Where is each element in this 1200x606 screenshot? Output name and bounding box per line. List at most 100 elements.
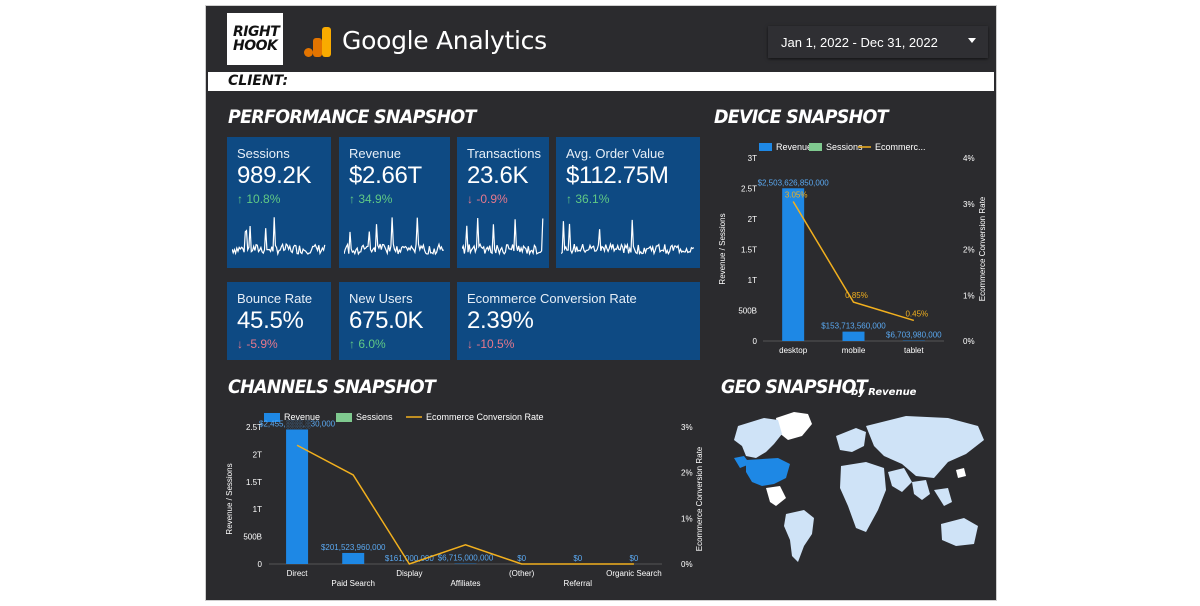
sparkline-path: [561, 219, 695, 256]
kpi-label: Sessions: [237, 146, 290, 161]
y2-tick-label: 2%: [681, 469, 693, 478]
y-tick-label: 1T: [253, 505, 262, 514]
x-tick-label: Referral: [564, 579, 593, 588]
bar-revenue[interactable]: [782, 188, 805, 341]
sparkline: [561, 219, 695, 256]
channels-chart[interactable]: Revenue Sessions Ecommerce Conversion Rate…: [216, 404, 706, 596]
performance-title: PERFORMANCE SNAPSHOT: [228, 106, 476, 128]
kpi-change: ↓ -10.5%: [467, 337, 515, 351]
sparkline-path: [344, 217, 444, 256]
y-tick-label: 3T: [748, 154, 757, 163]
y-tick-label: 500B: [738, 307, 757, 316]
legend-label: Ecommerc...: [875, 142, 926, 152]
kpi-value: $2.66T: [349, 162, 422, 189]
chevron-down-icon: [968, 38, 976, 43]
sparkline: [344, 217, 444, 256]
kpi-label: Ecommerce Conversion Rate: [467, 291, 637, 306]
sparkline-path: [462, 217, 544, 256]
bar-data-label: $0: [573, 554, 582, 563]
device-chart[interactable]: Revenue Sessions Ecommerc... 3T 2.5T 2T 1.5T 1T…: [711, 134, 996, 359]
x-tick-label: Direct: [287, 569, 309, 578]
map-landmass-high: [734, 456, 790, 486]
kpi-change: ↑ 10.8%: [237, 192, 281, 206]
y2-tick-label: 1%: [681, 514, 693, 523]
arrow-down-icon: ↓: [467, 337, 477, 351]
bar-revenue[interactable]: [842, 331, 865, 341]
kpi-label: New Users: [349, 291, 413, 306]
legend-label: Revenue: [284, 412, 320, 422]
kpi-card-new-users[interactable]: New Users 675.0K ↑ 6.0%: [339, 282, 450, 360]
sparkline: [232, 217, 326, 257]
y-tick-label: 2T: [253, 450, 262, 459]
ga-title: Google Analytics: [342, 26, 547, 55]
kpi-card-transactions[interactable]: Transactions 23.6K ↓ -0.9%: [457, 137, 549, 268]
y-tick-label: 1.5T: [246, 478, 262, 487]
y2-tick-label: 0%: [681, 560, 693, 569]
bar-revenue[interactable]: [342, 552, 365, 564]
line-conversion-rate[interactable]: [792, 201, 915, 322]
arrow-up-icon: ↑: [566, 192, 576, 206]
x-tick-label: mobile: [842, 346, 866, 355]
channels-title: CHANNELS SNAPSHOT: [228, 376, 436, 398]
x-tick-label: Affiliates: [450, 579, 480, 588]
line-data-label: 0.85%: [845, 291, 868, 300]
kpi-card-revenue[interactable]: Revenue $2.66T ↑ 34.9%: [339, 137, 450, 268]
kpi-card-sessions[interactable]: Sessions 989.2K ↑ 10.8%: [227, 137, 331, 268]
legend-swatch: [759, 143, 772, 151]
y-tick-label: 1T: [748, 276, 757, 285]
world-map[interactable]: [716, 406, 991, 566]
x-tick-label: Display: [396, 569, 422, 578]
bar-revenue[interactable]: [286, 429, 309, 564]
google-analytics-icon: [304, 27, 331, 57]
y2-tick-label: 0%: [963, 337, 975, 346]
y2-tick-label: 1%: [963, 291, 975, 300]
kpi-card-ecommerce-conversion-rate[interactable]: Ecommerce Conversion Rate 2.39% ↓ -10.5%: [457, 282, 700, 360]
arrow-down-icon: ↓: [237, 337, 247, 351]
arrow-up-icon: ↑: [349, 192, 359, 206]
geo-title: GEO SNAPSHOT: [721, 376, 868, 398]
legend-swatch: [264, 413, 280, 422]
legend-label: Ecommerce Conversion Rate: [426, 412, 544, 422]
y2-tick-label: 2%: [963, 246, 975, 255]
y2-tick-label: 3%: [681, 423, 693, 432]
bar-data-label: $0: [517, 554, 526, 563]
bar-data-label: $201,523,960,000: [321, 543, 386, 552]
y-tick-label: 0: [753, 337, 758, 346]
y-axis-label: Revenue / Sessions: [718, 213, 727, 284]
y2-tick-label: 4%: [963, 154, 975, 163]
sparkline: [462, 217, 544, 256]
y-tick-label: 2.5T: [246, 423, 262, 432]
kpi-value: 23.6K: [467, 162, 529, 189]
date-range-picker[interactable]: Jan 1, 2022 - Dec 31, 2022: [768, 26, 988, 58]
sparkline-path: [232, 217, 326, 257]
kpi-value: 675.0K: [349, 307, 424, 334]
y-tick-label: 2.5T: [741, 185, 757, 194]
y2-tick-label: 3%: [963, 200, 975, 209]
legend-label: Revenue: [776, 142, 812, 152]
brand-logo: RIGHT HOOK: [227, 13, 283, 65]
kpi-card-bounce-rate[interactable]: Bounce Rate 45.5% ↓ -5.9%: [227, 282, 331, 360]
line-conversion-rate[interactable]: [296, 444, 634, 565]
date-range-text: Jan 1, 2022 - Dec 31, 2022: [781, 34, 938, 50]
y2-axis-label: Ecommerce Conversion Rate: [695, 446, 704, 551]
map-landmass-white-2: [766, 468, 966, 506]
legend-label: Sessions: [826, 142, 863, 152]
legend-swatch: [809, 143, 822, 151]
client-label: CLIENT:: [228, 73, 289, 89]
y-tick-label: 500B: [243, 533, 262, 542]
kpi-label: Bounce Rate: [237, 291, 313, 306]
map-landmass-low: [734, 416, 984, 562]
kpi-value: $112.75M: [566, 162, 669, 189]
kpi-label: Revenue: [349, 146, 402, 161]
line-data-label: 3.05%: [785, 190, 808, 199]
kpi-card-avg-order-value[interactable]: Avg. Order Value $112.75M ↑ 36.1%: [556, 137, 700, 268]
kpi-change: ↑ 6.0%: [349, 337, 386, 351]
bar-data-label: $6,715,000,000: [438, 554, 494, 563]
kpi-value: 989.2K: [237, 162, 312, 189]
kpi-change: ↓ -0.9%: [467, 192, 508, 206]
brand-line1: RIGHT: [233, 24, 280, 40]
client-bar: CLIENT:: [208, 72, 994, 91]
kpi-label: Avg. Order Value: [566, 146, 665, 161]
dashboard-frame: RIGHT HOOK Google Analytics Jan 1, 2022 …: [205, 5, 997, 601]
kpi-change: ↓ -5.9%: [237, 337, 278, 351]
